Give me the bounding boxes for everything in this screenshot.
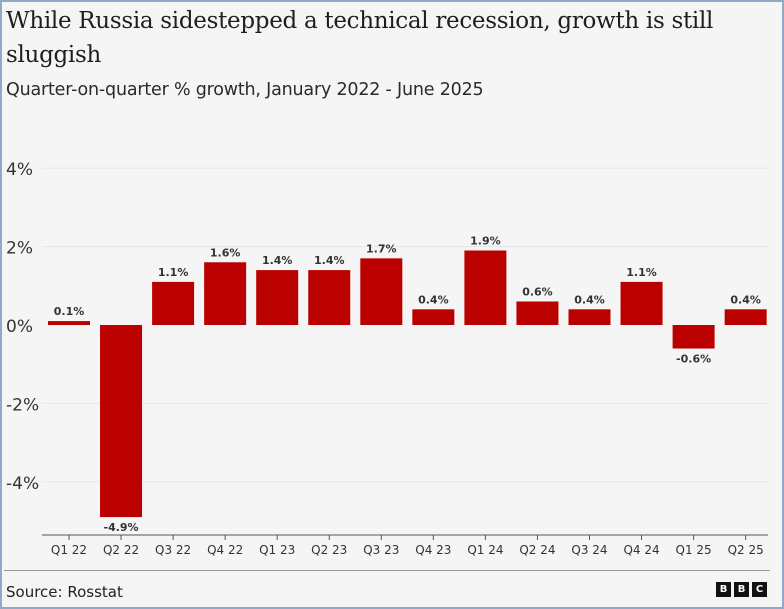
data-label: 0.4% <box>730 293 761 306</box>
data-label: -0.6% <box>676 353 711 366</box>
bar <box>152 281 195 325</box>
bbc-logo-letter: C <box>752 582 767 597</box>
bar <box>724 309 767 325</box>
bar <box>464 250 507 325</box>
bar <box>516 301 559 325</box>
bar <box>204 262 247 325</box>
data-label: 1.4% <box>314 254 345 267</box>
bar <box>100 325 143 518</box>
bar <box>360 258 403 325</box>
x-tick-label: Q1 23 <box>259 543 295 557</box>
y-tick-label: 2% <box>6 239 33 259</box>
data-label: 1.1% <box>626 266 657 279</box>
data-label: 1.7% <box>366 242 397 255</box>
bbc-logo: B B C <box>716 582 767 597</box>
x-tick-label: Q1 25 <box>676 543 712 557</box>
bar <box>308 270 351 325</box>
x-tick-label: Q1 24 <box>467 543 503 557</box>
y-tick-label: 4% <box>6 160 33 180</box>
data-label: 1.6% <box>210 246 241 259</box>
x-tick-label: Q2 23 <box>311 543 347 557</box>
x-tick-label: Q4 22 <box>207 543 243 557</box>
chart-subtitle: Quarter-on-quarter % growth, January 202… <box>6 80 484 100</box>
bar <box>48 321 90 325</box>
bbc-logo-letter: B <box>716 582 731 597</box>
x-tick-label: Q3 24 <box>571 543 607 557</box>
bar <box>672 325 715 349</box>
data-label: -4.9% <box>104 521 139 534</box>
data-label: 1.1% <box>158 266 189 279</box>
data-label: 1.9% <box>470 235 501 248</box>
y-tick-label: 0% <box>6 317 33 337</box>
data-label: 0.6% <box>522 285 553 298</box>
data-label: 0.4% <box>574 293 605 306</box>
x-tick-label: Q2 25 <box>728 543 764 557</box>
data-label: 1.4% <box>262 254 293 267</box>
x-tick-label: Q2 24 <box>519 543 555 557</box>
bbc-logo-letter: B <box>734 582 749 597</box>
x-tick-label: Q4 24 <box>623 543 659 557</box>
x-tick-label: Q3 22 <box>155 543 191 557</box>
bar <box>412 309 455 325</box>
bar <box>568 309 611 325</box>
y-tick-label: -2% <box>6 395 39 415</box>
x-tick-label: Q3 23 <box>363 543 399 557</box>
y-tick-label: -4% <box>6 474 39 494</box>
x-tick-label: Q1 22 <box>51 543 87 557</box>
x-tick-label: Q2 22 <box>103 543 139 557</box>
data-label: 0.1% <box>54 305 85 318</box>
bar <box>256 270 299 325</box>
source-note: Source: Rosstat <box>6 583 123 601</box>
x-tick-label: Q4 23 <box>415 543 451 557</box>
bar <box>620 281 663 325</box>
chart-title: While Russia sidestepped a technical rec… <box>6 8 714 68</box>
data-label: 0.4% <box>418 293 449 306</box>
footer-divider <box>4 570 770 571</box>
